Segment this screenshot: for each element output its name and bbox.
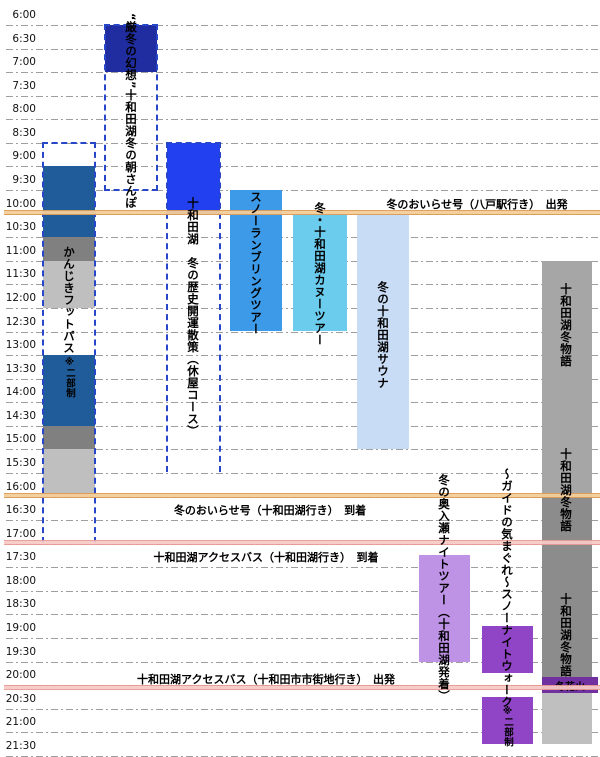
- activity-bar-segment-winter-story: [542, 496, 592, 678]
- gridline: [6, 72, 600, 74]
- time-tick-label: 8:00: [12, 103, 36, 116]
- gridline: [6, 25, 600, 26]
- activity-label-snow-rambling: スノーランブリングツアー: [249, 191, 264, 335]
- gridline: [6, 449, 600, 451]
- time-tick-label: 13:30: [5, 362, 36, 375]
- time-tick-label: 21:30: [5, 739, 36, 752]
- gridline: [6, 472, 600, 474]
- time-tick-label: 17:30: [5, 551, 36, 564]
- bus-reference-line: [4, 539, 600, 545]
- bus-reference-line: [4, 685, 600, 691]
- time-tick-label: 19:00: [5, 622, 36, 634]
- activity-label-sauna: 冬の十和田湖サウナ: [376, 281, 391, 389]
- activity-bar-segment-winter-story: [542, 260, 592, 497]
- activity-label-winter-story: 十和田湖冬物語: [559, 593, 574, 677]
- time-tick-label: 11:30: [5, 268, 36, 281]
- gridline: [6, 142, 600, 144]
- time-tick-label: 10:30: [5, 221, 36, 234]
- gridline: [6, 119, 600, 121]
- time-tick-label: 6:00: [12, 9, 36, 21]
- activity-label-kanjiki-footpath: かんじきフットパス: [62, 246, 77, 354]
- gridline: [6, 755, 600, 757]
- activity-bar-segment-kanjiki-footpath: [43, 237, 95, 261]
- bus-reference-line-label: 十和田湖アクセスバス（十和田湖行き） 到着: [153, 550, 379, 564]
- activity-label-history-walk: 十和田湖 冬の歴史開運散策（休屋コース）: [186, 197, 201, 437]
- gridline: [6, 661, 600, 663]
- time-tick-label: 10:00: [5, 197, 36, 210]
- activity-label-winter-story: 十和田湖冬物語: [559, 448, 574, 532]
- activity-label-oirase-night-tour: 冬の奥入瀬ナイトツアー（十和田湖発着）: [437, 474, 452, 702]
- activity-bar-segment-snow-night-walk: [482, 696, 533, 745]
- time-tick-label: 7:00: [12, 56, 36, 69]
- time-tick-label: 11:00: [5, 244, 36, 257]
- gridline: [6, 614, 600, 616]
- activity-bar-segment-sauna: [357, 213, 409, 450]
- activity-label-morning-walk: “厳冬の幻想”十和田湖冬の朝さんぽ: [124, 13, 139, 210]
- time-tick-label: 14:30: [5, 409, 36, 422]
- gridline: [6, 95, 600, 97]
- time-tick-label: 18:30: [5, 598, 36, 611]
- bus-reference-line: [4, 209, 600, 215]
- activity-sublabel-kanjiki-footpath: ※二部制: [63, 357, 75, 398]
- activity-bar-segment-snow-night-walk: [482, 626, 533, 674]
- activity-bar-segment-kanjiki-footpath: [43, 425, 95, 450]
- bus-reference-line-label: 冬のおいらせ号（十和田湖行き） 到着: [173, 503, 367, 517]
- time-tick-label: 9:30: [12, 174, 36, 187]
- gridline: [6, 402, 600, 404]
- activity-bar-segment-kanjiki-footpath: [43, 260, 95, 308]
- gridline: [6, 190, 600, 192]
- activity-label-snow-night-walk: ～ガイドの気まぐれ～スノーナイトウォーク: [500, 468, 515, 708]
- activity-bar-segment-kanjiki-footpath: [43, 449, 95, 497]
- bus-reference-line-label: 十和田湖アクセスバス（十和田市市街地行き） 出発: [137, 673, 395, 687]
- activity-bar-segment-winter-story: [542, 693, 592, 745]
- activity-bar-segment-morning-walk: [105, 25, 157, 73]
- activity-label-winter-story: 十和田湖冬物語: [559, 283, 574, 367]
- activity-label-canoe-tour: 冬・十和田湖カヌーツアー: [313, 202, 328, 346]
- bus-reference-line: [4, 492, 600, 498]
- time-tick-label: 19:30: [5, 645, 36, 658]
- activity-bar-segment-oirase-night-tour: [419, 555, 470, 662]
- time-tick-label: 6:30: [12, 32, 36, 45]
- time-tick-label: 16:30: [5, 504, 36, 517]
- time-tick-label: 20:30: [5, 692, 36, 705]
- activity-bar-segment-kanjiki-footpath: [43, 166, 95, 238]
- gridline: [6, 425, 600, 427]
- gridline: [6, 567, 600, 569]
- gridline: [6, 590, 600, 592]
- gridline: [6, 48, 600, 50]
- activity-bar-segment-kanjiki-footpath: [43, 355, 95, 426]
- time-tick-label: 15:00: [5, 433, 36, 446]
- time-tick-label: 12:00: [5, 291, 36, 304]
- gridline: [6, 355, 600, 357]
- time-tick-label: 9:00: [12, 150, 36, 163]
- gridline: [6, 166, 600, 168]
- gridline: [6, 732, 600, 734]
- time-tick-label: 14:00: [5, 386, 36, 399]
- time-tick-label: 21:00: [5, 716, 36, 729]
- activity-bar-segment-canoe-tour: [293, 213, 347, 332]
- time-tick-label: 15:30: [5, 456, 36, 469]
- time-tick-label: 8:30: [12, 126, 36, 139]
- time-tick-label: 12:30: [5, 315, 36, 328]
- gridline: [6, 520, 600, 522]
- gridline: [6, 331, 600, 333]
- activity-bar-segment-history-walk: [167, 142, 220, 214]
- gridline: [6, 708, 600, 710]
- time-tick-label: 16:00: [5, 480, 36, 493]
- bus-reference-line-label: 冬のおいらせ号（八戸駅行き） 出発: [386, 197, 568, 211]
- gridline: [6, 638, 600, 639]
- activity-sublabel-snow-night-walk: ※二部制: [501, 706, 513, 747]
- time-tick-label: 20:00: [5, 669, 36, 682]
- time-tick-label: 18:00: [5, 574, 36, 587]
- time-tick-label: 17:00: [5, 527, 36, 540]
- gridline: [6, 378, 600, 380]
- time-tick-label: 7:30: [12, 79, 36, 92]
- time-tick-label: 13:00: [5, 339, 36, 352]
